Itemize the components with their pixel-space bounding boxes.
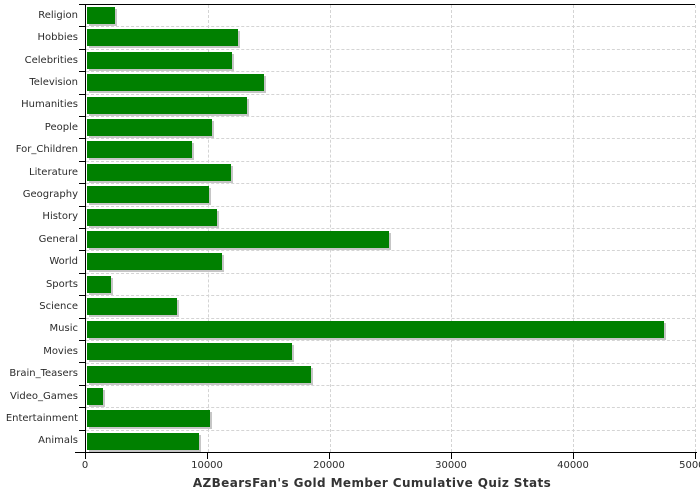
bar: [87, 186, 209, 204]
category-label: Sports: [45, 278, 78, 290]
bar-row: [86, 207, 695, 230]
y-tick: [79, 362, 85, 363]
category-label: General: [38, 233, 78, 245]
y-tick: [79, 273, 85, 274]
y-tick: [79, 26, 85, 27]
bar-row: [86, 229, 695, 252]
y-axis-category-labels: Religion Hobbies Celebrities Television Huma…: [0, 4, 78, 452]
bar: [87, 410, 211, 428]
y-tick: [79, 385, 85, 386]
bar: [87, 231, 390, 249]
y-tick: [79, 430, 85, 431]
category-label: Television: [29, 76, 78, 88]
x-axis-line: [75, 452, 697, 453]
category-label: Music: [49, 323, 78, 335]
category-label: Brain_Teasers: [9, 368, 78, 380]
bar-row: [86, 386, 695, 409]
y-tick: [79, 206, 85, 207]
bar-row: [86, 408, 695, 431]
bar-row: [86, 72, 695, 95]
bar: [87, 365, 312, 383]
bar-row: [86, 296, 695, 319]
bar: [87, 7, 115, 24]
bar: [87, 253, 223, 271]
category-label: Entertainment: [5, 413, 78, 425]
bar: [87, 432, 200, 450]
bar-row: [86, 162, 695, 185]
x-tick: [573, 453, 574, 459]
y-tick: [79, 183, 85, 184]
y-tick: [79, 4, 85, 5]
y-tick: [79, 407, 85, 408]
bar-rows: [86, 5, 695, 452]
gridline-vertical: [695, 5, 696, 452]
bar-row: [86, 341, 695, 364]
x-tick: [451, 453, 452, 459]
x-tick-label: 0: [81, 460, 89, 471]
bar: [87, 320, 665, 338]
x-tick-label: 40000: [557, 460, 589, 471]
category-label: World: [49, 256, 78, 268]
x-tick: [85, 453, 86, 459]
category-label: Movies: [43, 345, 78, 357]
x-tick: [207, 453, 208, 459]
y-tick: [79, 340, 85, 341]
bar-row: [86, 139, 695, 162]
category-label: Celebrities: [24, 54, 78, 66]
bar: [87, 387, 103, 405]
x-tick-label: 10000: [191, 460, 223, 471]
bar: [87, 74, 264, 92]
category-label: Hobbies: [37, 32, 78, 44]
bar-row: [86, 27, 695, 50]
bar-row: [86, 5, 695, 28]
bar-row: [86, 431, 695, 452]
bar-row: [86, 50, 695, 73]
bar-row: [86, 184, 695, 207]
bar-row: [86, 319, 695, 342]
bar-row: [86, 117, 695, 140]
bar: [87, 29, 239, 47]
x-tick-label: 30000: [435, 460, 467, 471]
y-tick: [79, 71, 85, 72]
y-tick: [79, 318, 85, 319]
y-tick: [79, 161, 85, 162]
bar-row: [86, 95, 695, 118]
y-tick: [79, 250, 85, 251]
category-label: Literature: [29, 166, 78, 178]
y-tick: [79, 49, 85, 50]
x-tick-label: 20000: [313, 460, 345, 471]
category-label: Geography: [22, 188, 78, 200]
category-label: For_Children: [15, 144, 78, 156]
bar: [87, 208, 218, 226]
plot-area: [85, 4, 696, 452]
bar: [87, 119, 213, 137]
y-tick: [79, 228, 85, 229]
x-tick: [329, 453, 330, 459]
y-tick: [79, 138, 85, 139]
category-label: History: [42, 211, 78, 223]
category-label: Religion: [38, 9, 78, 21]
y-tick: [79, 116, 85, 117]
category-label: Video_Games: [10, 390, 78, 402]
category-label: Animals: [38, 435, 78, 447]
chart-title: AZBearsFan's Gold Member Cumulative Quiz…: [192, 476, 552, 490]
bar-row: [86, 251, 695, 274]
bar-row: [86, 364, 695, 386]
category-label: People: [44, 121, 78, 133]
bar: [87, 275, 112, 293]
category-label: Humanities: [21, 99, 78, 111]
bar: [87, 51, 232, 69]
y-tick: [79, 94, 85, 95]
bar: [87, 141, 192, 159]
category-label: Science: [39, 300, 78, 312]
bar: [87, 96, 247, 114]
x-tick: [695, 453, 696, 459]
bar-row: [86, 274, 695, 297]
bar: [87, 298, 178, 316]
bar: [87, 343, 292, 361]
y-tick: [79, 295, 85, 296]
x-tick-label: 50000: [679, 460, 700, 471]
bar: [87, 163, 231, 181]
